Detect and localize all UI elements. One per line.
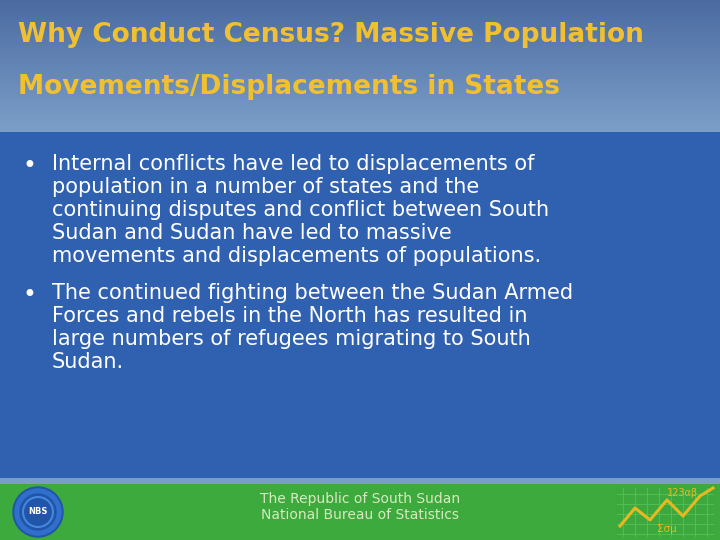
FancyBboxPatch shape (0, 0, 720, 2)
Text: Σσμ: Σσμ (657, 524, 677, 534)
Text: continuing disputes and conflict between South: continuing disputes and conflict between… (52, 200, 549, 220)
Text: Sudan.: Sudan. (52, 352, 124, 372)
Text: Forces and rebels in the North has resulted in: Forces and rebels in the North has resul… (52, 306, 528, 326)
FancyBboxPatch shape (0, 89, 720, 92)
FancyBboxPatch shape (0, 85, 720, 88)
FancyBboxPatch shape (0, 25, 720, 29)
FancyBboxPatch shape (0, 8, 720, 11)
Text: •: • (22, 154, 36, 178)
FancyBboxPatch shape (0, 107, 720, 110)
Circle shape (13, 487, 63, 537)
FancyBboxPatch shape (0, 23, 720, 26)
FancyBboxPatch shape (0, 72, 720, 75)
FancyBboxPatch shape (0, 34, 720, 37)
Text: Movements/Displacements in States: Movements/Displacements in States (18, 74, 560, 100)
FancyBboxPatch shape (0, 41, 720, 44)
Text: •: • (22, 283, 36, 307)
FancyBboxPatch shape (0, 484, 720, 540)
Text: large numbers of refugees migrating to South: large numbers of refugees migrating to S… (52, 329, 531, 349)
FancyBboxPatch shape (0, 5, 720, 9)
FancyBboxPatch shape (0, 1, 720, 4)
FancyBboxPatch shape (0, 12, 720, 16)
FancyBboxPatch shape (0, 30, 720, 33)
FancyBboxPatch shape (0, 54, 720, 57)
FancyBboxPatch shape (615, 486, 715, 538)
Text: movements and displacements of populations.: movements and displacements of populatio… (52, 246, 541, 266)
FancyBboxPatch shape (0, 19, 720, 22)
FancyBboxPatch shape (0, 38, 720, 42)
FancyBboxPatch shape (0, 80, 720, 84)
FancyBboxPatch shape (0, 56, 720, 59)
FancyBboxPatch shape (0, 96, 720, 99)
FancyBboxPatch shape (0, 116, 720, 119)
FancyBboxPatch shape (0, 478, 720, 484)
FancyBboxPatch shape (0, 15, 720, 18)
FancyBboxPatch shape (0, 17, 720, 20)
FancyBboxPatch shape (0, 98, 720, 101)
Circle shape (15, 489, 61, 535)
FancyBboxPatch shape (0, 43, 720, 46)
FancyBboxPatch shape (0, 45, 720, 49)
FancyBboxPatch shape (0, 50, 720, 53)
FancyBboxPatch shape (0, 122, 720, 125)
FancyBboxPatch shape (0, 124, 720, 127)
FancyBboxPatch shape (0, 48, 720, 51)
FancyBboxPatch shape (0, 32, 720, 35)
FancyBboxPatch shape (0, 111, 720, 114)
FancyBboxPatch shape (0, 105, 720, 108)
FancyBboxPatch shape (0, 60, 720, 64)
FancyBboxPatch shape (0, 74, 720, 77)
FancyBboxPatch shape (0, 100, 720, 103)
FancyBboxPatch shape (0, 120, 720, 123)
Text: Internal conflicts have led to displacements of: Internal conflicts have led to displacem… (52, 154, 534, 174)
Text: NBS: NBS (28, 508, 48, 516)
FancyBboxPatch shape (0, 65, 720, 68)
FancyBboxPatch shape (0, 109, 720, 112)
FancyBboxPatch shape (0, 10, 720, 13)
FancyBboxPatch shape (0, 113, 720, 117)
Text: 123αβ: 123αβ (667, 488, 698, 498)
FancyBboxPatch shape (0, 70, 720, 72)
Text: population in a number of states and the: population in a number of states and the (52, 177, 480, 197)
FancyBboxPatch shape (0, 83, 720, 86)
FancyBboxPatch shape (0, 93, 720, 97)
FancyBboxPatch shape (0, 103, 720, 106)
FancyBboxPatch shape (0, 129, 720, 132)
Circle shape (20, 494, 56, 530)
FancyBboxPatch shape (0, 78, 720, 82)
FancyBboxPatch shape (0, 87, 720, 90)
FancyBboxPatch shape (0, 67, 720, 70)
FancyBboxPatch shape (0, 63, 720, 66)
FancyBboxPatch shape (0, 52, 720, 55)
FancyBboxPatch shape (0, 58, 720, 62)
Text: The continued fighting between the Sudan Armed: The continued fighting between the Sudan… (52, 283, 573, 303)
FancyBboxPatch shape (0, 91, 720, 94)
FancyBboxPatch shape (0, 28, 720, 31)
FancyBboxPatch shape (0, 76, 720, 79)
FancyBboxPatch shape (0, 36, 720, 39)
FancyBboxPatch shape (0, 21, 720, 24)
Text: The Republic of South Sudan: The Republic of South Sudan (260, 492, 460, 506)
Text: Sudan and Sudan have led to massive: Sudan and Sudan have led to massive (52, 223, 451, 243)
Text: Why Conduct Census? Massive Population: Why Conduct Census? Massive Population (18, 22, 644, 48)
FancyBboxPatch shape (0, 126, 720, 130)
FancyBboxPatch shape (0, 3, 720, 6)
Text: National Bureau of Statistics: National Bureau of Statistics (261, 508, 459, 522)
FancyBboxPatch shape (0, 118, 720, 121)
